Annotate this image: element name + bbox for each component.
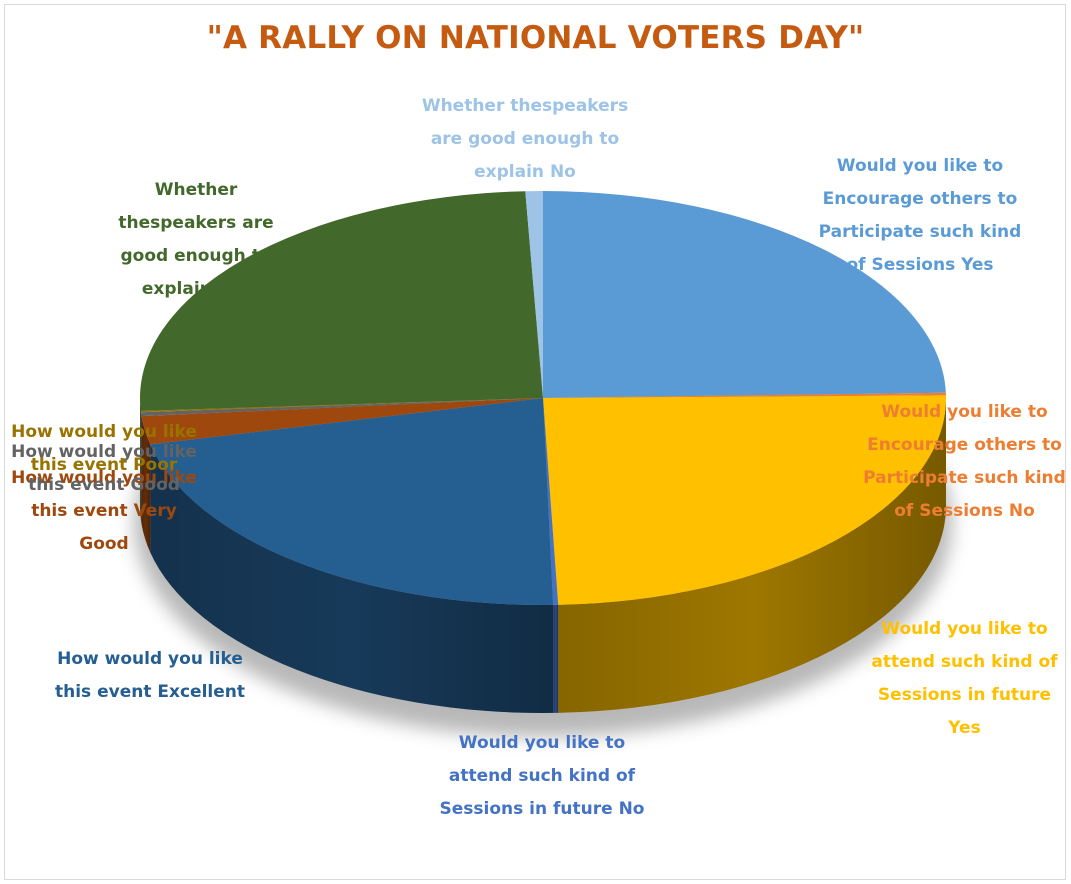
data-label-3: Would you like to attend such kind of Se…: [871, 619, 1058, 738]
pie-slice-5: [150, 398, 554, 605]
pie-slice-1: [543, 191, 946, 398]
pie-slice-side-shading-9: [140, 398, 141, 519]
chart-title: "A RALLY ON NATIONAL VOTERS DAY": [206, 20, 865, 56]
data-label-2: Would you like to Encourage others to Pa…: [863, 402, 1066, 521]
pie-slice-side-shading-4: [553, 604, 559, 713]
data-label-10: Whether thespeakers are good enough to e…: [421, 96, 629, 182]
pie-slice-9: [139, 191, 543, 411]
pie-slice-3: [543, 395, 947, 605]
pie-slice-side-shading-6: [141, 416, 151, 553]
pie-slice-10: [525, 191, 543, 398]
pie-slice-2: [543, 392, 946, 398]
data-label-5: How would you like this event Excellent: [55, 649, 245, 702]
data-label-4: Would you like to attend such kind of Se…: [439, 733, 645, 819]
pie-slice-6: [141, 398, 543, 445]
data-label-1: Would you like to Encourage others to Pa…: [818, 156, 1022, 275]
pie-slice-side-shading-3: [558, 398, 946, 713]
pie-slice-4: [543, 398, 559, 605]
pie-slice-side-shading-5: [150, 444, 554, 713]
data-label-7: How would you like this event Good: [11, 442, 197, 495]
pie-slice-8: [140, 398, 543, 413]
pie-slice-side-shading-7: [140, 412, 142, 525]
data-label-8: How would you like this event Poor: [11, 422, 197, 475]
pie-slice-7: [140, 398, 543, 417]
data-label-6: How would you like this event Very Good: [11, 468, 197, 554]
data-label-9: Whether thespeakers are good enough to e…: [118, 180, 274, 299]
